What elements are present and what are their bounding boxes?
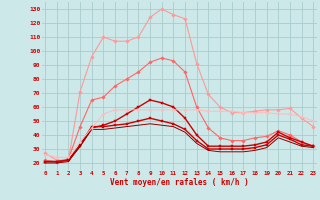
X-axis label: Vent moyen/en rafales ( km/h ): Vent moyen/en rafales ( km/h ) xyxy=(110,178,249,187)
